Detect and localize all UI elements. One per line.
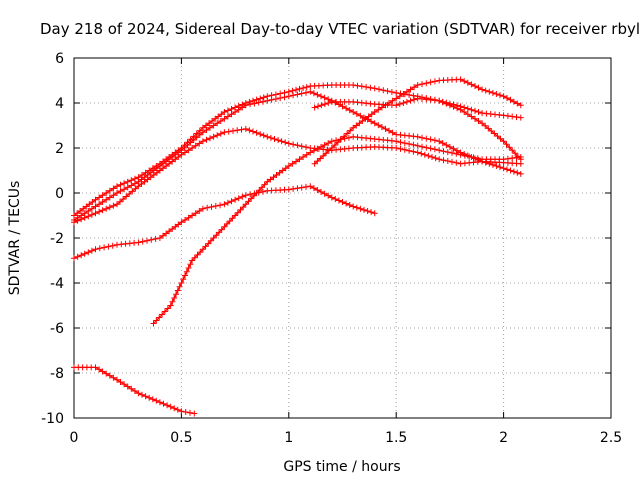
series-line	[74, 366, 195, 415]
data-point-markers	[311, 76, 524, 167]
data-point-markers	[311, 95, 524, 121]
x-tick-label: 1.5	[385, 430, 407, 446]
series-sat-d	[71, 183, 378, 262]
x-axis-label: GPS time / hours	[283, 459, 400, 475]
x-tick-label: 1	[284, 430, 293, 446]
x-tick-label: 2.5	[600, 430, 622, 446]
data-point-markers	[71, 125, 524, 226]
data-point-markers	[71, 364, 198, 417]
y-axis-label: SDTVAR / TECUs	[7, 181, 23, 296]
chart-title: Day 218 of 2024, Sidereal Day-to-day VTE…	[40, 20, 640, 38]
series-line	[153, 136, 521, 324]
y-tick-label: -10	[41, 411, 64, 427]
grid	[74, 58, 611, 418]
data-point-markers	[71, 183, 378, 262]
y-tick-label: 0	[55, 186, 64, 202]
y-tick-label: 2	[55, 141, 64, 157]
series-sat-g	[311, 95, 524, 121]
series-sat-a	[71, 125, 524, 226]
x-axis-ticks: 0 0.5 1 1.5 2 2.5	[70, 58, 622, 446]
y-tick-label: -8	[50, 366, 64, 382]
series-sat-h	[71, 364, 198, 417]
y-tick-label: -4	[50, 276, 64, 292]
series-sat-e	[150, 133, 524, 327]
series-line	[73, 91, 521, 221]
series-sat-f	[311, 76, 524, 167]
x-tick-label: 0	[70, 430, 79, 446]
series-sat-b	[71, 88, 524, 223]
y-axis-ticks: -10 -8 -6 -4 -2 0 2 4 6	[41, 51, 611, 427]
x-tick-label: 0.5	[170, 430, 192, 446]
data-point-markers	[150, 133, 524, 327]
y-tick-label: 4	[55, 96, 64, 112]
y-tick-label: -6	[50, 321, 64, 337]
series-group	[71, 76, 524, 417]
x-tick-label: 2	[499, 430, 508, 446]
y-tick-label: 6	[55, 51, 64, 67]
y-tick-label: -2	[50, 231, 64, 247]
